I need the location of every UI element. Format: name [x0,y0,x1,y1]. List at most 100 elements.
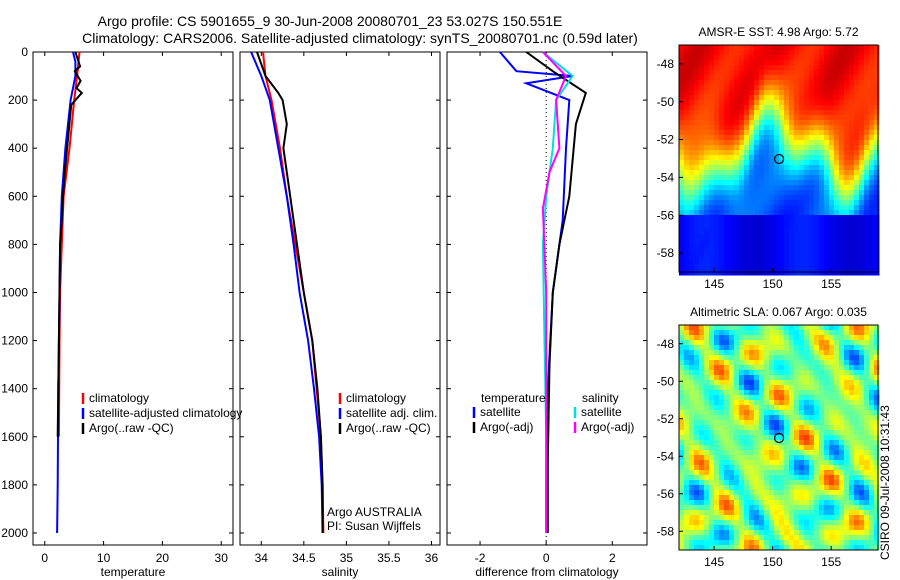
sla-map-cell [724,395,730,401]
sla-map-cell [794,325,800,331]
sst-map-cell [724,55,730,61]
sla-map-cell [854,465,860,471]
sst-map-cell [799,80,805,86]
sla-map-cell [859,345,865,351]
sla-map-cell [769,415,775,421]
sst-map-cell [734,130,740,136]
sst-map-cell [709,95,715,101]
sst-map-cell [779,95,785,101]
sla-map-cell [809,470,815,476]
sst-map-cell [844,155,850,161]
sla-map-cell [729,340,735,346]
sla-map-cell [839,445,845,451]
sla-map-cell [724,440,730,446]
sla-map-cell [759,335,765,341]
sla-map-cell [754,405,760,411]
sst-map-cell [799,195,805,201]
sla-map-cell [789,465,795,471]
sst-map-cell [699,130,705,136]
sst-map-cell [859,135,865,141]
sla-map-cell [689,390,695,396]
sla-map-cell [699,495,705,501]
sst-map-cell [694,75,700,81]
sst-map-cell [734,175,740,181]
sla-map-cell [784,425,790,431]
sst-map-cell [699,155,705,161]
sst-map-cell [699,265,705,271]
sst-map-cell [854,270,860,276]
sla-map-cell [724,380,730,386]
sst-map-cell [869,130,875,136]
sst-map-cell [819,145,825,151]
sst-map-cell [719,115,725,121]
sst-map-cell [809,65,815,71]
sla-map-cell [704,355,710,361]
sla-map-cell [854,495,860,501]
sst-map-cell [829,125,835,131]
sst-map-cell [749,190,755,196]
sla-map-cell [814,505,820,511]
sla-map-cell [784,395,790,401]
sst-map-cell [834,190,840,196]
sla-map-cell [774,440,780,446]
sla-map-cell [679,525,685,531]
sla-map-cell [834,345,840,351]
sst-map-cell [849,190,855,196]
sst-map-cell [734,240,740,246]
sst-map-cell [869,120,875,126]
sst-map-cell [789,195,795,201]
sst-map-cell [704,215,710,221]
sla-map-cell [814,415,820,421]
sla-map-cell [874,460,880,466]
sst-map-cell [774,190,780,196]
sla-map-cell [789,430,795,436]
sla-map-cell [729,450,735,456]
sst-map-cell [769,80,775,86]
sst-map-cell [754,105,760,111]
sst-map-cell [719,220,725,226]
sst-map-cell [834,105,840,111]
sla-map-cell [684,415,690,421]
sst-map-cell [754,225,760,231]
sla-map-cell [789,475,795,481]
sst-map-cell [804,135,810,141]
sst-map-cell [694,225,700,231]
sla-map-cell [784,465,790,471]
sla-map-cell [824,335,830,341]
sst-map-cell [774,225,780,231]
sla-map-cell [714,400,720,406]
sla-map-cell [864,520,870,526]
temperature-xlabel: temperature [101,565,166,579]
sst-map-cell [764,190,770,196]
sla-map-cell [819,410,825,416]
sla-map-cell [759,455,765,461]
sla-map-cell [714,475,720,481]
sst-map-cell [724,130,730,136]
sla-map-cell [709,485,715,491]
sla-map-cell [734,380,740,386]
sst-map-cell [874,70,880,76]
sla-map-cell [849,475,855,481]
sst-map-cell [724,165,730,171]
sst-map-cell [779,245,785,251]
sla-map-cell [844,495,850,501]
sla-map-cell [834,350,840,356]
sst-map-cell [714,160,720,166]
sla-map-cell [819,465,825,471]
sst-map-cell [714,80,720,86]
sst-map-cell [804,270,810,276]
sla-map-cell [794,350,800,356]
sst-map-cell [799,130,805,136]
sla-map-cell [744,540,750,546]
sst-map-cell [694,95,700,101]
sla-map-cell [689,540,695,546]
sst-map-cell [769,125,775,131]
sla-map-cell [774,325,780,331]
sst-map-cell [679,180,685,186]
sst-map-cell [689,75,695,81]
sst-map-cell [809,90,815,96]
sla-map-cell [709,540,715,546]
sla-map-cell [839,465,845,471]
sla-map-cell [739,440,745,446]
sst-map-cell [829,265,835,271]
